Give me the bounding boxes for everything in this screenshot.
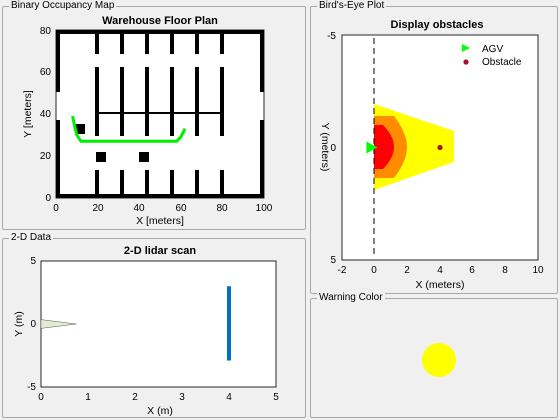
occupancy-xlabel: X [meters] xyxy=(136,215,184,227)
svg-text:10: 10 xyxy=(532,265,544,276)
svg-text:-5: -5 xyxy=(327,31,336,42)
svg-text:5: 5 xyxy=(273,392,279,403)
svg-text:0: 0 xyxy=(45,193,51,204)
svg-text:2: 2 xyxy=(132,392,138,403)
warehouse-walls xyxy=(56,30,264,198)
shelf-racks xyxy=(75,34,224,194)
birdseye-y-ticks: -5 0 5 xyxy=(327,31,336,266)
svg-text:4: 4 xyxy=(226,392,232,403)
svg-text:-5: -5 xyxy=(27,382,36,393)
svg-text:80: 80 xyxy=(216,203,228,214)
obstacle-box xyxy=(75,124,85,134)
svg-text:5: 5 xyxy=(330,255,336,266)
svg-text:40: 40 xyxy=(40,109,52,120)
panel-title-2d-data: 2-D Data xyxy=(9,232,54,244)
svg-text:60: 60 xyxy=(40,67,52,78)
birdseye-panel: Bird's-Eye Plot xyxy=(310,0,558,294)
lidar-scan-title: 2-D lidar scan xyxy=(124,245,196,257)
svg-text:3: 3 xyxy=(179,392,185,403)
birdseye-xlabel: X (meters) xyxy=(415,279,464,291)
svg-text:0: 0 xyxy=(330,143,336,154)
svg-text:0: 0 xyxy=(371,265,377,276)
svg-text:60: 60 xyxy=(175,203,187,214)
svg-text:0: 0 xyxy=(38,392,44,403)
legend-obstacle-label: Obstacle xyxy=(482,57,522,68)
lidar-scan-axes[interactable]: 2-D lidar scan 0 1 2 3 4 5 -5 0 5 X (m) … xyxy=(0,236,310,420)
lidar-x-ticks: 0 1 2 3 4 5 xyxy=(38,392,279,403)
lidar-data-panel: 2-D Data xyxy=(2,232,306,418)
svg-text:4: 4 xyxy=(437,265,443,276)
obstacle-box xyxy=(139,152,149,162)
birdseye-ylabel: Y (meters) xyxy=(319,123,331,172)
warning-color-panel: Warning Color xyxy=(310,292,558,418)
svg-text:0: 0 xyxy=(53,203,59,214)
panel-title-birdseye: Bird's-Eye Plot xyxy=(317,0,387,12)
occupancy-y-ticks: 0 20 40 60 80 xyxy=(40,26,52,204)
legend-obstacle-icon xyxy=(463,59,469,65)
svg-text:1: 1 xyxy=(85,392,91,403)
warning-lamp xyxy=(422,343,456,377)
legend-agv-label: AGV xyxy=(482,44,503,55)
occupancy-map-panel: Binary Occupancy Map xyxy=(2,0,306,230)
lidar-ylabel: Y (m) xyxy=(13,311,25,336)
agv-marker xyxy=(366,141,378,154)
svg-text:-2: -2 xyxy=(338,265,347,276)
lidar-xlabel: X (m) xyxy=(147,405,173,417)
svg-text:6: 6 xyxy=(469,265,475,276)
panel-title-occupancy: Binary Occupancy Map xyxy=(9,0,117,12)
obstacle-marker xyxy=(437,144,443,151)
birdseye-axes[interactable]: Display obstacles AGV Obstacle -2 0 2 4 … xyxy=(310,0,560,300)
occupancy-ylabel: Y [meters] xyxy=(22,90,34,138)
occupancy-map-title: Warehouse Floor Plan xyxy=(102,15,218,27)
agv-path xyxy=(71,115,187,143)
obstacle-box xyxy=(96,152,106,162)
svg-text:0: 0 xyxy=(30,319,36,330)
svg-text:40: 40 xyxy=(133,203,145,214)
panel-title-warning: Warning Color xyxy=(317,292,385,304)
birdseye-legend: AGV Obstacle xyxy=(462,44,522,68)
svg-text:8: 8 xyxy=(502,265,508,276)
occupancy-x-ticks: 0 20 40 60 80 100 xyxy=(53,203,273,214)
lidar-cone xyxy=(40,319,77,329)
occupancy-map-axes[interactable]: Warehouse Floor Plan 0 20 40 60 80 100 xyxy=(0,0,310,232)
lidar-y-ticks: -5 0 5 xyxy=(27,256,36,393)
svg-text:20: 20 xyxy=(40,151,52,162)
svg-text:5: 5 xyxy=(30,256,36,267)
svg-text:2: 2 xyxy=(404,265,410,276)
svg-text:100: 100 xyxy=(256,203,273,214)
svg-text:80: 80 xyxy=(40,26,52,37)
birdseye-title: Display obstacles xyxy=(391,19,484,31)
svg-text:20: 20 xyxy=(92,203,104,214)
legend-agv-icon xyxy=(462,44,470,52)
birdseye-x-ticks: -2 0 2 4 6 8 10 xyxy=(338,265,544,276)
danger-zones xyxy=(374,104,454,190)
